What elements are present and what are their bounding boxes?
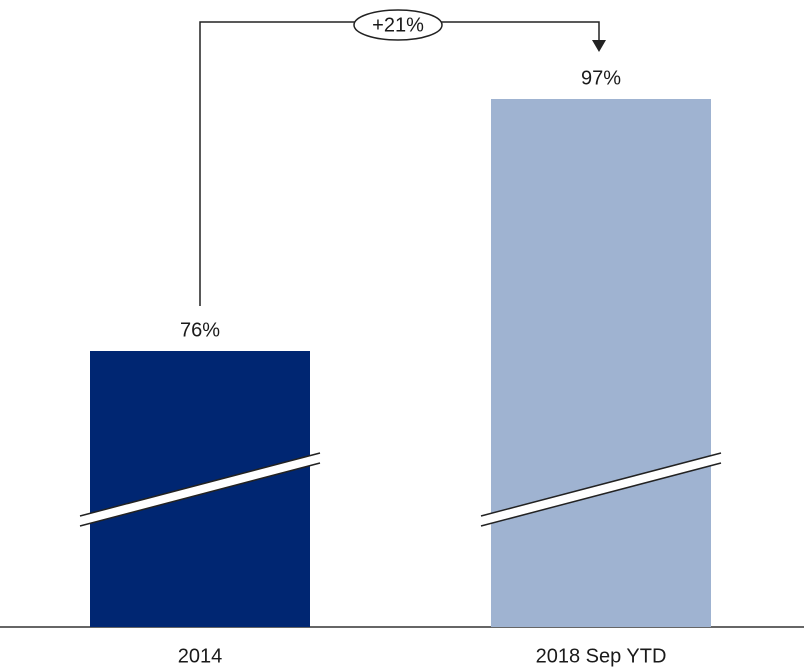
axis-break: [80, 453, 320, 526]
bar: [491, 99, 711, 627]
axis-break: [481, 453, 721, 526]
annotation: +21%: [372, 14, 424, 36]
x-tick-label: 2018 Sep YTD: [536, 645, 667, 667]
x-tick-label: 2014: [178, 645, 223, 667]
axis-break-line: [79, 452, 321, 517]
axis-break-line: [79, 462, 321, 527]
axis-break-line: [480, 452, 722, 517]
annotation-bubble: [353, 9, 443, 41]
change-arrow: [592, 40, 606, 52]
value-label: 97%: [581, 67, 621, 89]
value-label: 76%: [180, 319, 220, 341]
axis-break-line: [480, 462, 722, 527]
